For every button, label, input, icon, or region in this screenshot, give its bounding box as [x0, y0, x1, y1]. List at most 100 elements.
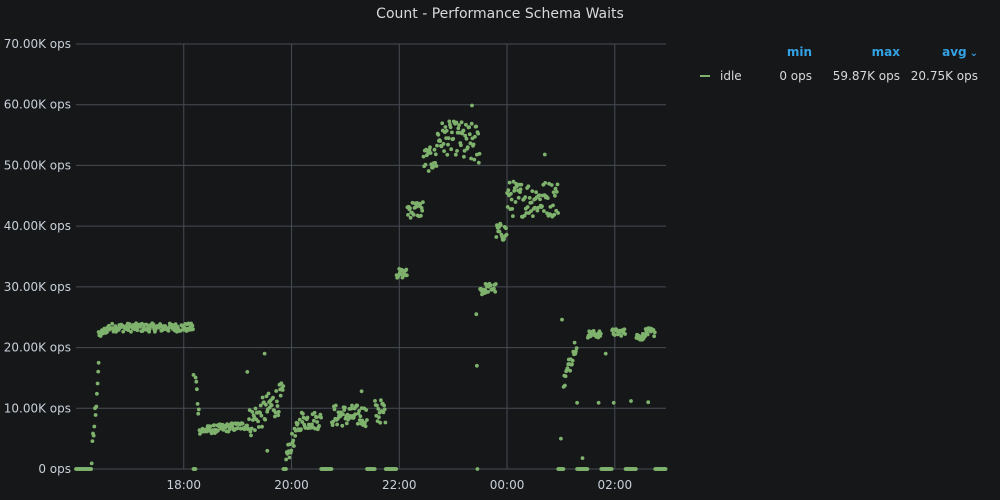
- legend-series-name[interactable]: idle: [720, 69, 742, 83]
- data-point: [459, 120, 464, 125]
- data-point: [524, 211, 529, 215]
- data-point: [445, 152, 450, 157]
- data-point: [488, 283, 493, 288]
- panel-title[interactable]: Count - Performance Schema Waits: [376, 6, 624, 22]
- data-point: [537, 193, 542, 198]
- data-point: [554, 190, 559, 194]
- data-point: [90, 439, 95, 443]
- data-point: [461, 128, 466, 133]
- data-point: [166, 328, 171, 333]
- data-point: [493, 282, 498, 286]
- data-point: [375, 403, 379, 408]
- data-point: [341, 412, 345, 417]
- data-point: [525, 205, 530, 209]
- data-point: [105, 330, 109, 334]
- data-point: [426, 169, 431, 173]
- data-point: [193, 467, 198, 471]
- data-point: [253, 428, 257, 432]
- data-point: [381, 410, 386, 415]
- data-point: [448, 125, 453, 130]
- data-point: [301, 411, 305, 416]
- data-point: [372, 467, 377, 471]
- data-point: [312, 418, 316, 423]
- data-point: [256, 425, 261, 429]
- data-point: [264, 402, 268, 407]
- data-point: [195, 402, 200, 406]
- data-point: [314, 415, 319, 420]
- data-point: [443, 125, 448, 129]
- data-point: [135, 328, 140, 333]
- data-point: [565, 366, 570, 370]
- data-point: [293, 434, 298, 438]
- data-point: [363, 420, 367, 425]
- legend-series-idle[interactable]: idle 0 ops 59.87K ops 20.75K ops: [690, 64, 990, 88]
- data-point: [350, 403, 354, 408]
- data-point: [91, 433, 96, 438]
- data-point: [379, 398, 383, 403]
- data-point: [364, 408, 369, 412]
- data-point: [591, 329, 596, 333]
- data-point: [561, 467, 566, 471]
- data-point: [441, 142, 446, 146]
- legend-header-min[interactable]: min: [786, 45, 812, 59]
- data-point: [536, 205, 540, 210]
- data-point: [212, 423, 217, 427]
- data-point: [545, 196, 550, 201]
- data-point: [436, 132, 441, 137]
- data-point: [423, 162, 428, 167]
- data-point: [435, 143, 439, 148]
- data-point: [560, 317, 564, 322]
- data-point: [646, 400, 651, 405]
- data-point: [414, 204, 419, 209]
- data-point: [245, 370, 250, 374]
- legend-header-max[interactable]: max: [871, 45, 900, 59]
- data-point: [629, 399, 633, 403]
- data-point: [89, 467, 93, 471]
- data-point: [145, 323, 150, 327]
- data-point: [634, 467, 638, 471]
- y-tick-label: 20.00K ops: [4, 341, 71, 355]
- data-point: [464, 122, 468, 127]
- data-point: [408, 215, 413, 220]
- data-point: [446, 142, 450, 147]
- data-point: [227, 427, 232, 432]
- x-axis-ticks: 18:00 20:00 22:00 00:00 02:00: [166, 478, 632, 492]
- data-point: [474, 312, 479, 317]
- x-tick-label: 22:00: [382, 478, 417, 492]
- data-point: [513, 200, 518, 204]
- series-color-swatch[interactable]: [700, 75, 710, 77]
- data-point: [477, 151, 482, 156]
- data-point: [551, 190, 556, 195]
- data-point: [585, 467, 590, 471]
- data-point: [96, 360, 101, 365]
- data-point: [411, 213, 416, 217]
- data-point: [377, 415, 381, 420]
- data-point: [95, 381, 100, 386]
- data-point: [349, 406, 354, 411]
- data-point: [266, 391, 271, 396]
- data-point: [93, 413, 98, 417]
- data-point: [405, 273, 409, 278]
- data-point: [530, 189, 535, 194]
- data-point: [516, 195, 521, 200]
- data-point: [121, 329, 126, 334]
- data-point: [246, 426, 251, 431]
- legend-header-avg[interactable]: avg ⌄: [900, 45, 978, 59]
- data-point: [280, 388, 285, 392]
- data-point: [433, 152, 438, 157]
- data-point: [275, 404, 280, 408]
- data-point: [178, 328, 183, 333]
- data-point: [611, 400, 616, 405]
- data-point: [260, 424, 264, 429]
- data-point: [522, 213, 527, 218]
- data-point: [378, 420, 383, 425]
- data-point: [191, 373, 196, 377]
- data-point: [278, 393, 283, 398]
- data-point: [263, 417, 268, 422]
- data-point: [315, 420, 320, 424]
- data-point: [603, 351, 608, 356]
- data-point: [587, 329, 592, 334]
- data-point: [570, 362, 574, 367]
- data-point: [511, 214, 515, 219]
- data-point: [652, 334, 656, 339]
